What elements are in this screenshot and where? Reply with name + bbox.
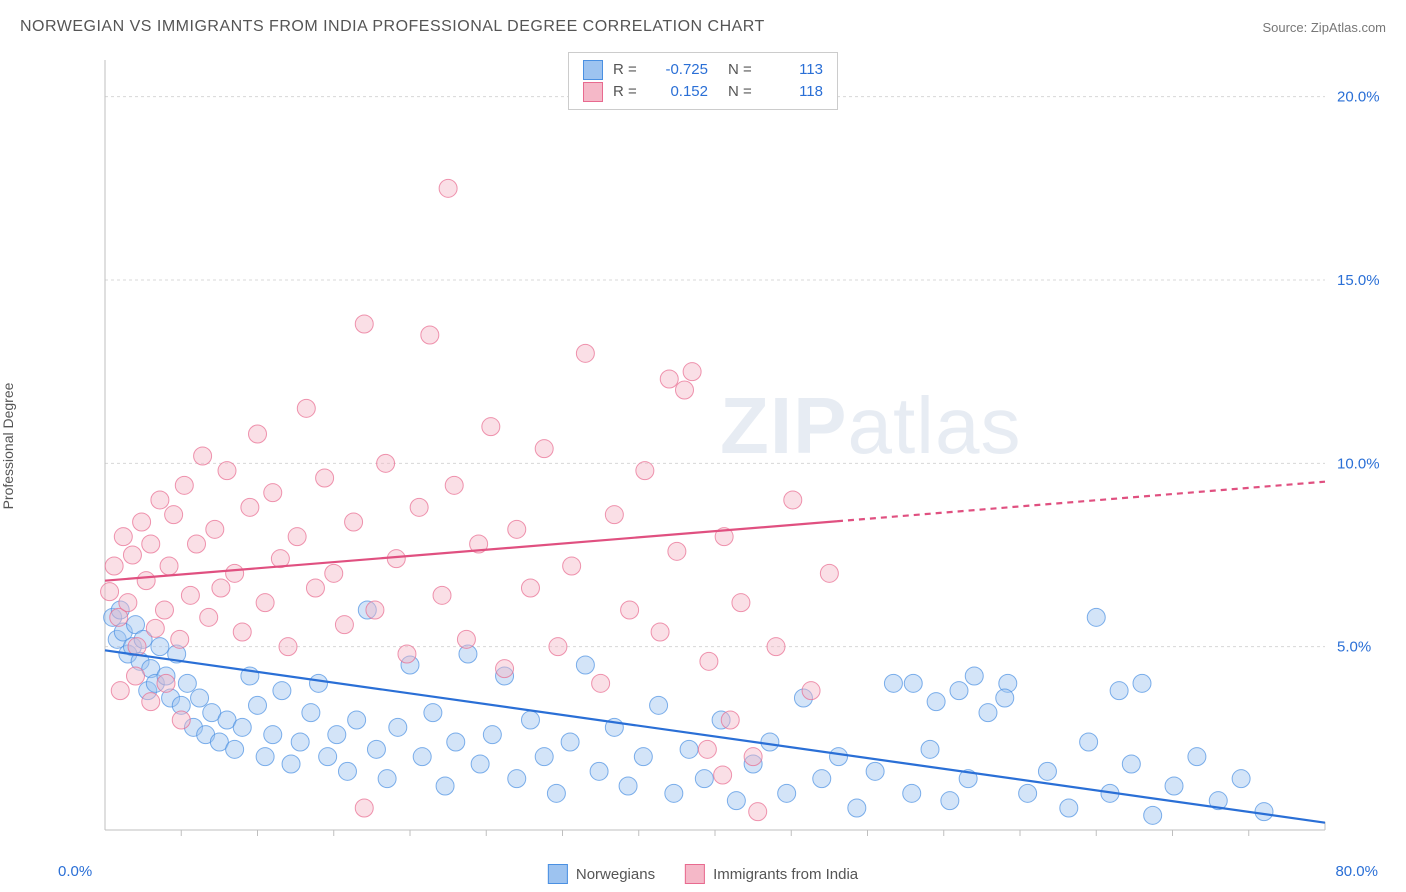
legend-item-0: Norwegians (548, 864, 655, 884)
svg-text:15.0%: 15.0% (1337, 272, 1380, 289)
svg-text:5.0%: 5.0% (1337, 639, 1371, 656)
chart-title: NORWEGIAN VS IMMIGRANTS FROM INDIA PROFE… (20, 18, 765, 36)
stat-label: N = (728, 81, 758, 103)
swatch-icon (583, 82, 603, 102)
n-value-0: 113 (768, 59, 823, 81)
legend-row-0: R = -0.725 N = 113 (583, 59, 823, 81)
swatch-icon (548, 864, 568, 884)
y-axis-label: Professional Degree (0, 383, 16, 510)
stat-label: R = (613, 59, 643, 81)
stat-label: R = (613, 81, 643, 103)
legend-series: Norwegians Immigrants from India (548, 864, 858, 884)
x-axis-origin: 0.0% (58, 863, 92, 880)
legend-stats: R = -0.725 N = 113 R = 0.152 N = 118 (568, 52, 838, 110)
swatch-icon (583, 60, 603, 80)
header: NORWEGIAN VS IMMIGRANTS FROM INDIA PROFE… (20, 12, 1386, 42)
swatch-icon (685, 864, 705, 884)
svg-text:20.0%: 20.0% (1337, 89, 1380, 106)
chart-container: 5.0% 10.0% 15.0% 20.0% (50, 50, 1386, 852)
legend-label: Immigrants from India (713, 866, 858, 883)
stat-label: N = (728, 59, 758, 81)
legend-item-1: Immigrants from India (685, 864, 858, 884)
svg-text:10.0%: 10.0% (1337, 455, 1380, 472)
x-axis-end: 80.0% (1335, 863, 1378, 880)
scatter-chart: 5.0% 10.0% 15.0% 20.0% (50, 50, 1386, 852)
n-value-1: 118 (768, 81, 823, 103)
r-value-0: -0.725 (653, 59, 708, 81)
legend-label: Norwegians (576, 866, 655, 883)
r-value-1: 0.152 (653, 81, 708, 103)
source-label: Source: ZipAtlas.com (1262, 20, 1386, 35)
legend-row-1: R = 0.152 N = 118 (583, 81, 823, 103)
